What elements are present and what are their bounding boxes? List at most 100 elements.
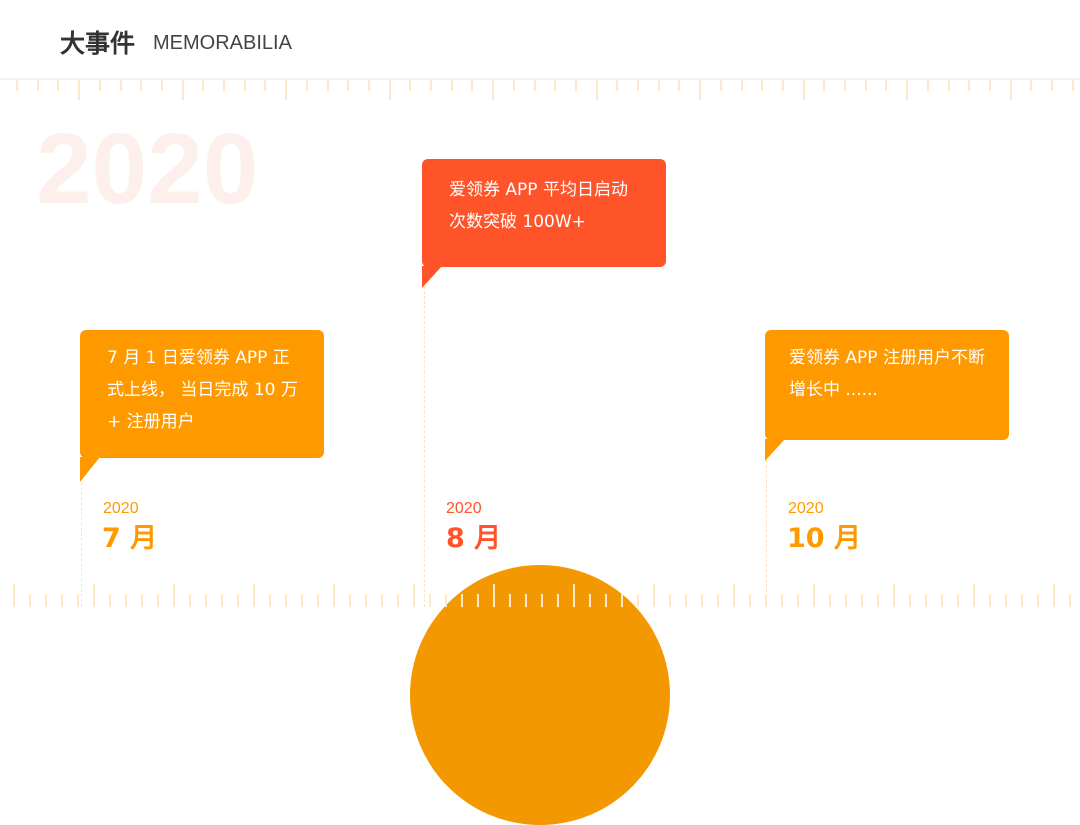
- ruler-tick: [621, 594, 623, 607]
- ruler-tick: [719, 80, 722, 91]
- event-year-july: 2020: [103, 500, 139, 517]
- ruler-tick: [347, 80, 350, 91]
- ruler-tick: [285, 80, 288, 100]
- ruler-tick: [1021, 594, 1023, 607]
- ruler-tick: [823, 80, 826, 91]
- ruler-tick: [844, 80, 846, 91]
- ruler-tick: [160, 80, 163, 91]
- event-bubble-august: 爱领券 APP 平均日启动次数突破 100W+: [422, 159, 666, 288]
- ruler-tick: [253, 584, 255, 607]
- page-subtitle: MEMORABILIA: [153, 32, 292, 54]
- ruler-tick: [189, 594, 191, 607]
- ruler-tick: [1053, 584, 1055, 607]
- ruler-tick: [397, 594, 399, 607]
- ruler-tick: [864, 80, 867, 91]
- ruler-tick: [1071, 80, 1074, 91]
- ruler-tick: [968, 80, 971, 91]
- ruler-tick: [365, 594, 367, 607]
- ruler-tick: [740, 80, 743, 91]
- event-bubble-october: 爱领券 APP 注册用户不断增长中 ......: [765, 330, 1009, 461]
- ruler-tick: [554, 80, 557, 91]
- ruler-tick: [367, 80, 370, 91]
- ruler-tick: [893, 584, 895, 607]
- ruler-tick: [125, 594, 127, 607]
- ruler-tick: [223, 80, 225, 91]
- ruler-tick: [989, 594, 991, 607]
- ruler-tick: [326, 80, 329, 91]
- ruler-tick: [574, 80, 577, 91]
- ruler-tick: [140, 80, 143, 91]
- ruler-tick: [301, 594, 303, 607]
- ruler-tick: [829, 594, 831, 607]
- ruler-tick: [77, 594, 79, 607]
- ruler-tick: [797, 594, 799, 607]
- ruler-tick: [685, 594, 687, 607]
- ruler-tick: [305, 80, 308, 91]
- event-text: 爱领券 APP 注册用户不断增长中 ......: [789, 348, 985, 400]
- ruler-tick: [701, 594, 703, 607]
- ruler-tick: [16, 80, 18, 91]
- ruler-tick: [988, 80, 991, 91]
- ruler-tick: [221, 594, 223, 607]
- ruler-tick: [317, 594, 319, 607]
- ruler-tick: [906, 80, 909, 100]
- ruler-tick: [264, 80, 267, 91]
- event-year-august: 2020: [446, 500, 482, 517]
- ruler-tick: [202, 80, 205, 91]
- ruler-tick: [1051, 80, 1053, 91]
- ruler-tick: [388, 80, 391, 100]
- ruler-tick: [595, 80, 598, 100]
- ruler-tick: [616, 80, 619, 91]
- ruler-tick: [557, 594, 559, 607]
- ruler-tick: [109, 594, 111, 607]
- event-bubble-july: 7 月 1 日爱领券 APP 正式上线， 当日完成 10 万 + 注册用户: [80, 330, 324, 482]
- ruler-tick: [605, 594, 607, 607]
- ruler-tick: [13, 584, 15, 607]
- ruler-tick: [409, 80, 412, 91]
- ruler-tick: [450, 80, 453, 91]
- ruler-tick: [461, 594, 463, 607]
- ruler-tick: [749, 594, 751, 607]
- ruler-tick: [285, 594, 287, 607]
- ruler-tick: [237, 594, 239, 607]
- ruler-tick: [678, 80, 681, 91]
- ruler-tick: [1005, 594, 1007, 607]
- page-title: 大事件: [60, 29, 136, 58]
- ruler-tick: [413, 584, 415, 607]
- event-year-october: 2020: [788, 500, 824, 517]
- ruler-tick: [589, 594, 591, 607]
- ruler-tick: [78, 80, 81, 100]
- ruler-tick: [813, 584, 815, 607]
- ruler-tick: [1009, 80, 1012, 100]
- ruler-tick: [509, 594, 511, 607]
- ruler-tick: [471, 80, 474, 91]
- event-month-august: 8 月: [446, 523, 502, 554]
- ruler-tick: [781, 80, 784, 91]
- ruler-tick: [98, 80, 101, 91]
- timeline-line-august: [424, 286, 425, 607]
- ruler-tick: [717, 594, 719, 607]
- ruler-tick: [57, 80, 60, 91]
- ruler-tick: [699, 80, 702, 100]
- timeline-line-october: [766, 460, 767, 607]
- ruler-tick: [733, 584, 735, 607]
- ruler-tick: [947, 80, 950, 91]
- ruler-tick: [349, 594, 351, 607]
- ruler-tick: [845, 594, 847, 607]
- ruler-tick: [381, 594, 383, 607]
- ruler-tick: [445, 594, 447, 607]
- ruler-tick: [181, 80, 184, 100]
- ruler-tick: [637, 594, 639, 607]
- ruler-tick: [493, 584, 495, 607]
- event-text: 爱领券 APP 平均日启动次数突破 100W+: [449, 180, 628, 232]
- ruler-tick: [861, 594, 863, 607]
- ruler-tick: [541, 594, 543, 607]
- top-ruler: [0, 80, 1080, 102]
- ruler-tick: [573, 584, 575, 607]
- ruler-tick: [477, 594, 479, 607]
- ruler-tick: [653, 584, 655, 607]
- year-watermark: 2020: [36, 113, 259, 225]
- ruler-tick: [61, 594, 63, 607]
- bottom-ruler: [0, 584, 1080, 607]
- ruler-tick: [492, 80, 495, 100]
